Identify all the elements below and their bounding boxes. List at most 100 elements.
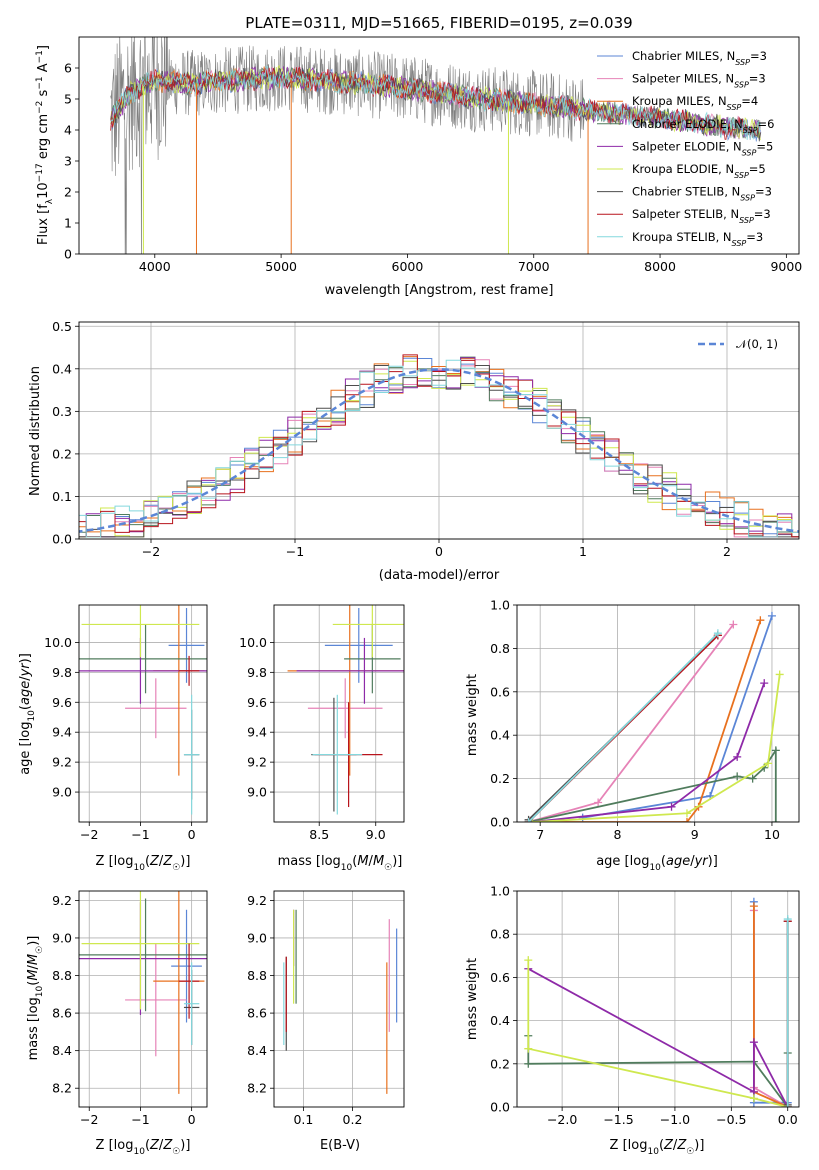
age-vs-Z-y-label: age [log10(age/yr)]: [18, 653, 37, 775]
marker: [729, 620, 738, 629]
legend-label: Salpeter MILES, NSSP=3: [632, 72, 766, 90]
mass-weight-vs-Z-panel: −2.0 −1.5 −1.0 −0.5 0.0 0.0 0.2 0.4 0.6 0.8 1.0 Z …: [465, 884, 800, 1157]
y-tick-label: 0.3: [52, 404, 72, 419]
axes-frame: [78, 604, 208, 823]
y-tick-label: 9.8: [52, 665, 72, 680]
marker: [667, 802, 676, 811]
series-lines: [524, 611, 784, 822]
y-tick-label: 0.6: [490, 684, 510, 699]
residuals-x-label: (data-model)/error: [379, 568, 500, 583]
x-tick-label: 0.2: [343, 1112, 363, 1127]
model-spectrum: [110, 65, 761, 140]
y-tick-label: 8.8: [52, 968, 72, 983]
y-tick-label: 8.6: [52, 1006, 72, 1021]
marker: [783, 915, 792, 924]
mass-weight-vs-age-plot: 7 8 9 10 0.0 0.2 0.4 0.6 0.8 1.0: [490, 598, 800, 842]
mass-vs-Z-y-label: mass [log10(M/M☉)]: [26, 936, 45, 1061]
age-vs-mass-x-label: mass [log10(M/M☉)]: [278, 854, 403, 873]
spectrum-lines: [110, 37, 762, 254]
age-vs-Z-panel: −2 −1 0 9.0 9.2 9.4 9.6 9.8 10.0 Z [log10(Z/Z☉)]…: [18, 604, 208, 873]
marker: [749, 1038, 758, 1047]
marker: [764, 759, 773, 768]
spectrum-panel: PLATE=0311, MJD=51665, FIBERID=0195, z=0…: [35, 14, 802, 298]
y-tick-label: 8.2: [52, 1081, 72, 1096]
marker: [748, 774, 757, 783]
axes-frame: [273, 890, 405, 1108]
y-tick-label: 9.4: [247, 725, 267, 740]
marker: [749, 1094, 758, 1103]
mass-vs-EBV-x-label: E(B-V): [320, 1138, 360, 1153]
y-tick-label: 0.4: [490, 1013, 510, 1028]
y-tick-label: 8.6: [247, 1006, 267, 1021]
mass-weight-line: [527, 960, 788, 1107]
marker: [524, 1059, 533, 1068]
y-tick-label: 0.5: [52, 319, 72, 334]
age-vs-mass-plot: 8.5 9.0 9.0 9.2 9.4 9.6 9.8 10.0: [239, 604, 405, 842]
residuals-panel: −2 −1 0 1 2 0.0 0.1 0.2 0.3 0.4 0.5 (data-model)/…: [28, 319, 800, 583]
mass-weight-line: [527, 632, 719, 822]
x-tick-label: 10: [764, 827, 780, 842]
marker: [524, 1044, 533, 1053]
marker: [783, 1103, 792, 1107]
x-tick-label: −1: [131, 827, 149, 842]
mass-weight-line: [528, 619, 762, 822]
mass-vs-EBV-plot: 0.1 0.2 8.2 8.4 8.6 8.8 9.0 9.2: [247, 890, 405, 1127]
x-tick-label: 0: [188, 827, 196, 842]
residuals-y-ticks: 0.0 0.1 0.2 0.3 0.4 0.5: [52, 319, 79, 547]
y-tick-label: 0.6: [490, 970, 510, 985]
y-tick-label: 8.4: [247, 1043, 267, 1058]
mass-vs-Z-x-label: Z [log10(Z/Z☉)]: [96, 1138, 191, 1157]
y-tick-label: 8.4: [52, 1043, 72, 1058]
x-tick-label: −1.0: [660, 1112, 690, 1127]
mass-weight-line: [527, 968, 789, 1107]
marker: [760, 679, 769, 688]
x-tick-label: −2: [80, 827, 98, 842]
legend-label: Chabrier ELODIE, NSSP=6: [632, 117, 774, 135]
y-tick-label: 9.0: [247, 785, 267, 800]
x-tick-label: 7000: [518, 259, 550, 274]
error-bars: [283, 909, 398, 1094]
marker: [594, 798, 603, 807]
marker: [771, 818, 780, 822]
y-tick-label: 1: [64, 216, 72, 231]
mass-weight-vs-Z-y-label: mass weight: [465, 958, 480, 1040]
x-tick-label: 1: [579, 544, 587, 559]
legend-label: Kroupa STELIB, NSSP=3: [632, 230, 763, 248]
y-tick-label: 4: [64, 123, 72, 138]
marker: [775, 670, 784, 679]
y-tick-label: 0.1: [52, 489, 72, 504]
axes-frame: [273, 604, 405, 823]
mass-weight-vs-age-x-label: age [log10(age/yr)]: [596, 854, 718, 873]
y-tick-label: 0.2: [52, 446, 72, 461]
y-tick-label: 6: [64, 61, 72, 76]
x-tick-label: −2: [80, 1112, 98, 1127]
marker: [713, 629, 722, 638]
marker: [756, 616, 765, 625]
y-tick-label: 1.0: [490, 598, 510, 613]
spectrum-plot-area: [110, 37, 762, 254]
normal-legend-label: 𝒩(0, 1): [736, 337, 778, 351]
y-tick-label: 8.8: [247, 968, 267, 983]
spectrum-legend: Chabrier MILES, NSSP=3 Salpeter MILES, NS…: [597, 49, 774, 247]
y-tick-label: 3: [64, 154, 72, 169]
x-tick-label: 0: [188, 1112, 196, 1127]
residuals-plot-area: [79, 354, 799, 538]
x-tick-label: 8.5: [309, 827, 329, 842]
y-tick-label: 9.6: [247, 695, 267, 710]
y-tick-label: 0.8: [490, 927, 510, 942]
residual-histogram: [79, 359, 799, 538]
histograms: [79, 354, 799, 538]
chart-title: PLATE=0311, MJD=51665, FIBERID=0195, z=0…: [245, 14, 632, 32]
y-tick-label: 2: [64, 185, 72, 200]
mass-vs-Z-panel: −2 −1 08.28.48.68.89.09.2 Z [log10(Z/Z☉)] …: [26, 890, 208, 1157]
y-tick-label: 5: [64, 92, 72, 107]
legend-label: Salpeter STELIB, NSSP=3: [632, 207, 771, 225]
marker: [524, 818, 533, 822]
series-lines: [524, 897, 792, 1107]
marker: [771, 746, 780, 755]
y-tick-label: 9.2: [247, 893, 267, 908]
y-tick-label: 10.0: [44, 635, 72, 650]
x-tick-label: 9.0: [366, 827, 386, 842]
x-tick-label: 5000: [265, 259, 297, 274]
